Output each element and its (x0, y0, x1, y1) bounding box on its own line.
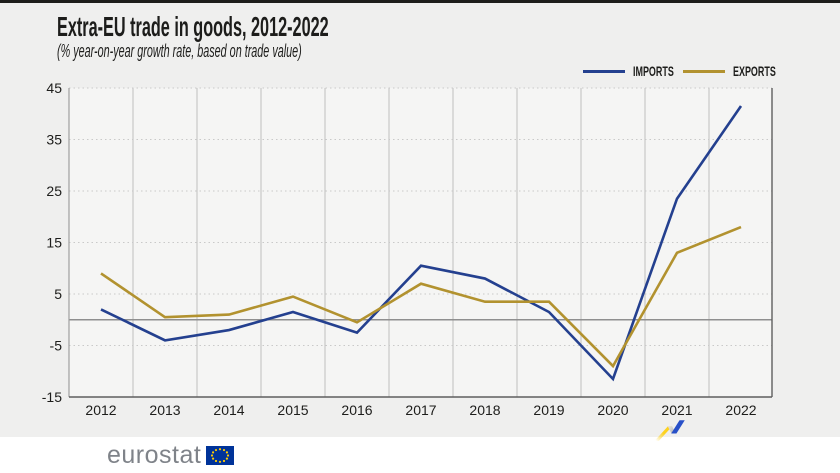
ribbon-yellow-band (654, 426, 673, 441)
flag-star (226, 450, 229, 453)
flag-rect (206, 445, 235, 465)
flag-star (215, 459, 218, 462)
chart-legend: IMPORTS EXPORTS (0, 63, 840, 79)
exports-line-swatch (683, 69, 725, 73)
x-tick-label: 2021 (661, 402, 692, 418)
y-tick-label: 25 (46, 183, 62, 199)
imports-legend-label: IMPORTS (633, 63, 674, 79)
eurostat-brand-text: eurostat (107, 441, 202, 469)
y-tick-label: -15 (42, 389, 62, 405)
x-tick-label: 2020 (597, 402, 628, 418)
x-tick-label: 2018 (469, 402, 500, 418)
x-tick-label: 2019 (533, 402, 564, 418)
top-border (0, 0, 840, 3)
page-subtitle: (% year-on-year growth rate, based on tr… (57, 41, 302, 61)
flag-star (219, 447, 222, 450)
y-tick-label: 15 (46, 235, 62, 251)
flag-star (219, 460, 222, 463)
legend-item-imports: IMPORTS (583, 63, 697, 79)
y-tick-label: 5 (54, 286, 62, 302)
x-tick-label: 2015 (277, 402, 308, 418)
flag-star (212, 450, 215, 453)
flag-stars (211, 447, 230, 463)
eu-flag-icon (206, 445, 235, 470)
exports-legend-label: EXPORTS (733, 63, 776, 79)
x-tick-label: 2012 (85, 402, 116, 418)
imports-line-swatch (583, 69, 625, 73)
y-tick-label: 35 (46, 132, 62, 148)
ribbon-blue-band (671, 420, 685, 434)
imports-line (100, 105, 743, 382)
x-tick-label: 2017 (405, 402, 436, 418)
page-title: Extra-EU trade in goods, 2012-2022 (57, 11, 329, 42)
flag-star (212, 457, 215, 460)
x-tick-label: 2016 (341, 402, 372, 418)
y-tick-label: -5 (50, 338, 63, 354)
flag-star (227, 453, 230, 457)
legend-item-exports: EXPORTS (683, 63, 800, 79)
flag-star (223, 448, 226, 451)
flag-star (211, 453, 214, 457)
flag-star (223, 459, 226, 462)
exports-line (100, 225, 742, 369)
flag-star (215, 448, 218, 451)
eurostat-ribbon-icon (654, 420, 685, 441)
flag-star (226, 457, 229, 460)
eurostat-logo: eurostat (107, 441, 235, 470)
x-tick-label: 2022 (725, 402, 756, 418)
y-tick-label: 45 (46, 80, 62, 96)
x-tick-label: 2014 (213, 402, 244, 418)
x-tick-label: 2013 (149, 402, 180, 418)
